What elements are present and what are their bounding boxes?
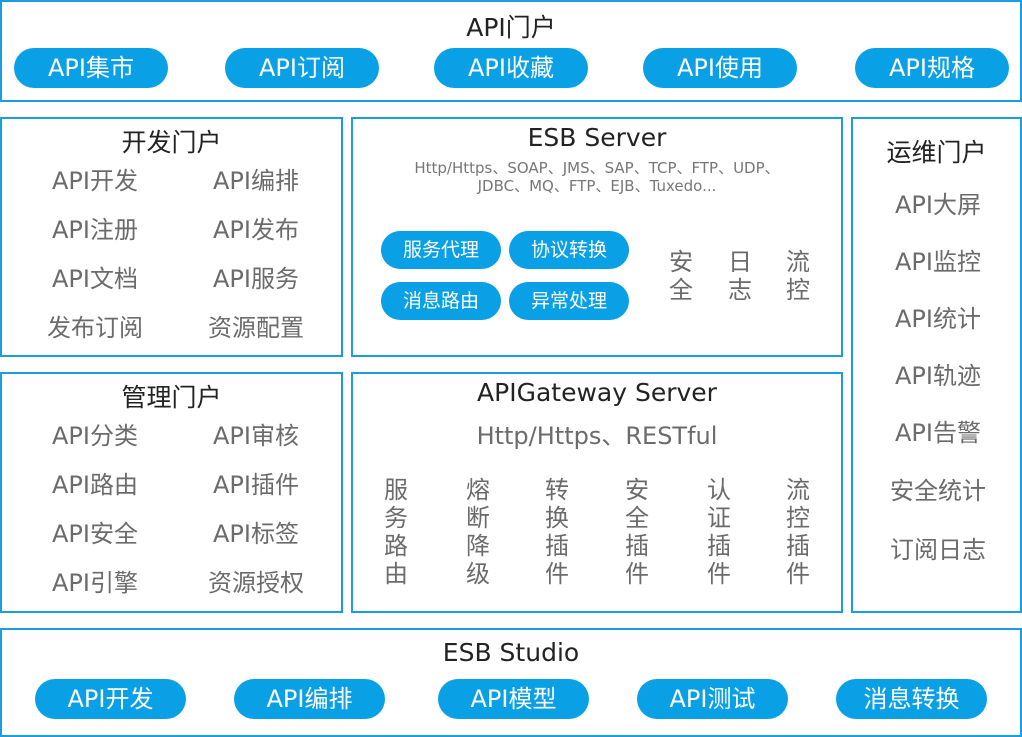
mgmt-item: API审核 bbox=[213, 422, 299, 450]
dev-item: API开发 bbox=[52, 167, 138, 195]
studio-api-dev-button[interactable]: API开发 bbox=[35, 679, 186, 719]
gateway-protocols: Http/Https、RESTful bbox=[476, 422, 718, 450]
mgmt-item: API插件 bbox=[213, 471, 299, 499]
mgmt-item: 资源授权 bbox=[208, 569, 304, 597]
service-proxy-button[interactable]: 服务代理 bbox=[381, 231, 501, 269]
gateway-feature: 流控插件 bbox=[786, 476, 810, 588]
esb-protocols-line2: JDBC、MQ、FTP、EJB、Tuxedo... bbox=[477, 177, 717, 195]
esb-server-title: ESB Server bbox=[527, 123, 667, 152]
api-market-button[interactable]: API集市 bbox=[14, 48, 168, 88]
ops-portal-title: 运维门户 bbox=[886, 138, 987, 167]
api-portal-panel: API门户 API集市 API订阅 API收藏 API使用 API规格 bbox=[0, 0, 1022, 102]
ops-item: 订阅日志 bbox=[890, 536, 986, 564]
exception-handling-button[interactable]: 异常处理 bbox=[509, 282, 629, 320]
esb-protocols-line1: Http/Https、SOAP、JMS、SAP、TCP、FTP、UDP、 bbox=[414, 159, 780, 177]
esb-studio-title: ESB Studio bbox=[442, 638, 580, 667]
ops-item: API监控 bbox=[895, 248, 981, 276]
mgmt-portal-panel: 管理门户 API分类 API审核 API路由 API插件 API安全 API标签… bbox=[0, 372, 343, 613]
mgmt-item: API路由 bbox=[52, 471, 138, 499]
gateway-feature: 服务路由 bbox=[384, 476, 408, 588]
api-spec-button[interactable]: API规格 bbox=[855, 48, 1009, 88]
ops-item: API轨迹 bbox=[895, 362, 981, 390]
dev-item: 发布订阅 bbox=[47, 314, 143, 342]
api-usage-button[interactable]: API使用 bbox=[643, 48, 797, 88]
protocol-convert-button[interactable]: 协议转换 bbox=[509, 231, 629, 269]
esb-studio-panel: ESB Studio API开发 API编排 API模型 API测试 消息转换 bbox=[0, 628, 1022, 737]
mgmt-item: API分类 bbox=[52, 422, 138, 450]
esb-feature-flow-control: 流控 bbox=[786, 248, 810, 304]
ops-item: API统计 bbox=[895, 305, 981, 333]
studio-api-model-button[interactable]: API模型 bbox=[438, 679, 589, 719]
gateway-feature: 安全插件 bbox=[625, 476, 649, 588]
mgmt-portal-title: 管理门户 bbox=[121, 383, 222, 412]
esb-feature-log: 日志 bbox=[728, 248, 752, 304]
message-routing-button[interactable]: 消息路由 bbox=[381, 282, 501, 320]
dev-item: 资源配置 bbox=[208, 314, 304, 342]
esb-feature-security: 安全 bbox=[669, 248, 693, 304]
gateway-feature: 转换插件 bbox=[545, 476, 569, 588]
studio-api-orchestrate-button[interactable]: API编排 bbox=[234, 679, 385, 719]
dev-item: API服务 bbox=[213, 265, 299, 293]
mgmt-item: API标签 bbox=[213, 520, 299, 548]
api-portal-title: API门户 bbox=[466, 13, 556, 42]
studio-message-convert-button[interactable]: 消息转换 bbox=[836, 679, 987, 719]
esb-server-panel: ESB Server Http/Https、SOAP、JMS、SAP、TCP、F… bbox=[351, 117, 843, 357]
gateway-feature: 认证插件 bbox=[707, 476, 731, 588]
gateway-panel: APIGateway Server Http/Https、RESTful 服务路… bbox=[351, 372, 843, 613]
mgmt-item: API引擎 bbox=[52, 569, 138, 597]
gateway-feature: 熔断降级 bbox=[466, 476, 490, 588]
ops-item: 安全统计 bbox=[890, 477, 986, 505]
ops-item: API大屏 bbox=[895, 191, 981, 219]
dev-portal-title: 开发门户 bbox=[121, 128, 222, 157]
dev-portal-panel: 开发门户 API开发 API编排 API注册 API发布 API文档 API服务… bbox=[0, 117, 343, 357]
studio-api-test-button[interactable]: API测试 bbox=[637, 679, 788, 719]
dev-item: API发布 bbox=[213, 216, 299, 244]
api-subscribe-button[interactable]: API订阅 bbox=[225, 48, 379, 88]
dev-item: API注册 bbox=[52, 216, 138, 244]
ops-item: API告警 bbox=[895, 419, 981, 447]
ops-portal-panel: 运维门户 API大屏 API监控 API统计 API轨迹 API告警 安全统计 … bbox=[851, 117, 1022, 613]
api-favorite-button[interactable]: API收藏 bbox=[434, 48, 588, 88]
mgmt-item: API安全 bbox=[52, 520, 138, 548]
dev-item: API文档 bbox=[52, 265, 138, 293]
dev-item: API编排 bbox=[213, 167, 299, 195]
gateway-title: APIGateway Server bbox=[477, 378, 717, 407]
